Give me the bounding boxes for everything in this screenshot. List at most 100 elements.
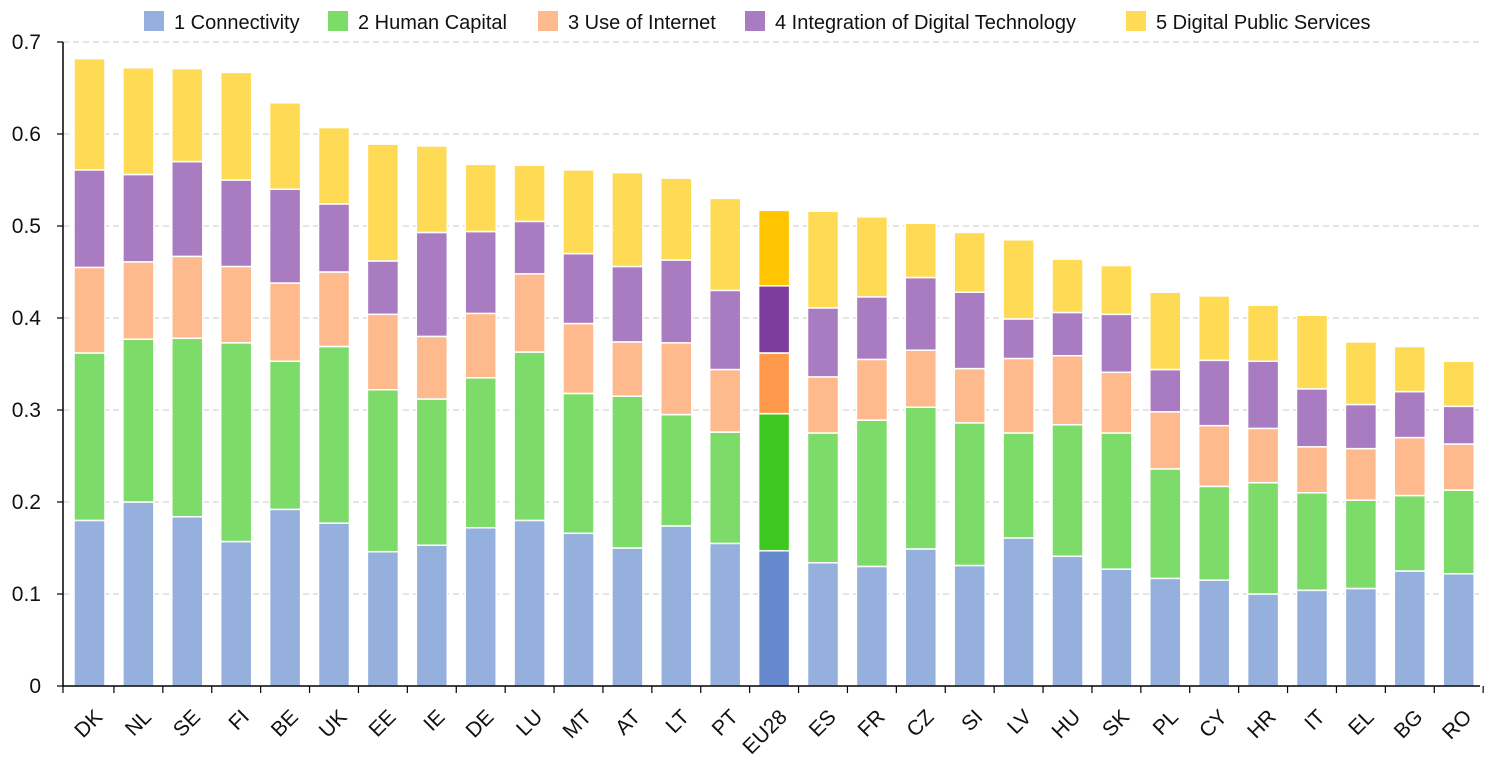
bar-segment-cy-s5 <box>1197 295 1231 362</box>
bar-segment-uk-s3 <box>317 271 351 348</box>
bar-segment-si-s5 <box>953 231 986 293</box>
bar-segment-nl-s4 <box>122 173 155 263</box>
bar-segment-el-s3 <box>1344 447 1378 501</box>
x-tick-label: EU28 <box>738 705 791 758</box>
x-tick-label: SI <box>957 705 987 735</box>
x-tick-label: HR <box>1243 705 1281 743</box>
legend-label-s3: 3 Use of Internet <box>568 12 716 34</box>
bar-segment-at-s2 <box>611 395 644 549</box>
y-tick-label: 0.4 <box>12 307 42 330</box>
bar-segment-uk-s4 <box>317 203 351 273</box>
bar-segment-fr-s2 <box>855 419 889 568</box>
bar-segment-lv-s4 <box>1002 318 1035 360</box>
bar-segment-lt-s5 <box>660 177 693 261</box>
legend-swatch-s3 <box>538 11 558 31</box>
bar-segment-hu-s3 <box>1051 354 1084 426</box>
bar-segment-mt-s3 <box>562 322 595 395</box>
bar-segment-lu-s5 <box>513 164 546 223</box>
bar-segment-es-s4 <box>806 307 840 378</box>
bar-segment-se-s4 <box>171 160 204 258</box>
x-tick-label: LT <box>662 705 695 738</box>
bar-segment-bg-s4 <box>1393 390 1427 439</box>
bar-segment-fi-s2 <box>219 342 253 543</box>
x-tick-label: AT <box>611 705 645 739</box>
x-tick-label: PT <box>708 705 743 740</box>
bar-segment-fr-s3 <box>855 358 889 421</box>
bar-segment-el-s2 <box>1344 499 1378 590</box>
bar-segment-ie-s5 <box>415 145 449 234</box>
bar-segment-uk-s2 <box>317 345 351 524</box>
x-tick-label: CZ <box>902 705 938 741</box>
bar-segment-dk-s5 <box>73 57 106 171</box>
y-tick-label: 0.2 <box>12 491 41 514</box>
bar-segment-it-s3 <box>1295 446 1329 494</box>
x-tick-label: LU <box>512 705 547 740</box>
x-tick-label: DE <box>462 705 499 742</box>
bar-segment-ro-s5 <box>1442 360 1475 408</box>
x-tick-label: UK <box>315 705 352 742</box>
bar-segment-de-s3 <box>464 312 497 379</box>
bar-segment-be-s1 <box>268 508 302 687</box>
bar-segment-be-s3 <box>268 282 302 362</box>
bar-segment-lt-s1 <box>660 525 693 687</box>
bar-segment-de-s4 <box>464 230 497 315</box>
bar-segment-hr-s5 <box>1246 304 1280 362</box>
bar-segment-cz-s2 <box>904 406 938 550</box>
bar-segment-bg-s2 <box>1393 494 1427 572</box>
bar-segment-lu-s4 <box>513 220 546 275</box>
bar-segment-ee-s4 <box>366 260 400 316</box>
x-tick-label: EL <box>1344 705 1378 739</box>
bar-segment-sk-s2 <box>1100 432 1133 570</box>
bar-segment-el-s4 <box>1344 403 1378 450</box>
y-tick-label: 0.7 <box>12 31 41 54</box>
bar-segment-es-s3 <box>806 376 840 434</box>
bar-segment-pt-s3 <box>708 368 742 433</box>
x-tick-label: BE <box>267 705 303 741</box>
bar-segment-ro-s4 <box>1442 405 1475 445</box>
bar-segment-ro-s2 <box>1442 489 1475 575</box>
bar-segment-hr-s1 <box>1246 593 1280 687</box>
bar-segment-cz-s4 <box>904 276 938 351</box>
bar-segment-mt-s4 <box>562 252 595 325</box>
bar-segment-si-s4 <box>953 291 986 370</box>
bar-segment-cz-s5 <box>904 222 938 279</box>
gridlines <box>63 41 1480 595</box>
bar-segment-pl-s4 <box>1149 368 1182 413</box>
legend-swatch-s2 <box>328 11 348 31</box>
bar-segment-mt-s5 <box>562 169 595 255</box>
bar-segment-pl-s3 <box>1149 411 1182 470</box>
x-tick-label: RO <box>1438 705 1477 744</box>
bar-segment-uk-s1 <box>317 522 351 687</box>
bar-segment-sk-s4 <box>1100 313 1133 374</box>
x-tick-label: BG <box>1390 705 1428 743</box>
legend-swatch-s4 <box>745 11 765 31</box>
bar-segment-se-s1 <box>171 515 204 687</box>
bar-segment-de-s1 <box>464 527 497 687</box>
bar-segment-lt-s3 <box>660 342 693 416</box>
x-tick-label: EE <box>365 705 401 741</box>
x-tick-label: SK <box>1098 705 1134 741</box>
bar-segment-nl-s5 <box>122 67 155 176</box>
bar-segment-nl-s2 <box>122 338 155 503</box>
bar-segment-si-s1 <box>953 564 986 687</box>
x-tick-label: SE <box>169 705 205 741</box>
bar-segment-lv-s3 <box>1002 357 1035 434</box>
bar-segment-fr-s4 <box>855 296 889 361</box>
bar-segment-fi-s3 <box>219 265 253 344</box>
bar-segment-it-s1 <box>1295 589 1329 687</box>
bar-segment-cz-s1 <box>904 548 938 687</box>
bar-segment-bg-s1 <box>1393 570 1427 687</box>
bar-segment-fr-s5 <box>855 216 889 298</box>
bar-segment-cy-s1 <box>1197 579 1231 687</box>
bar-segment-dk-s3 <box>73 266 106 354</box>
bar-segment-pt-s1 <box>708 542 742 687</box>
x-tick-label: DK <box>70 705 107 742</box>
bar-segment-lt-s4 <box>660 259 693 344</box>
bar-segment-sk-s5 <box>1100 264 1133 316</box>
bar-segment-bg-s3 <box>1393 436 1427 497</box>
bar-segment-hu-s4 <box>1051 311 1084 357</box>
bar-segment-dk-s4 <box>73 169 106 269</box>
bar-segment-hu-s5 <box>1051 258 1084 314</box>
y-tick-label: 0.1 <box>12 583 41 606</box>
